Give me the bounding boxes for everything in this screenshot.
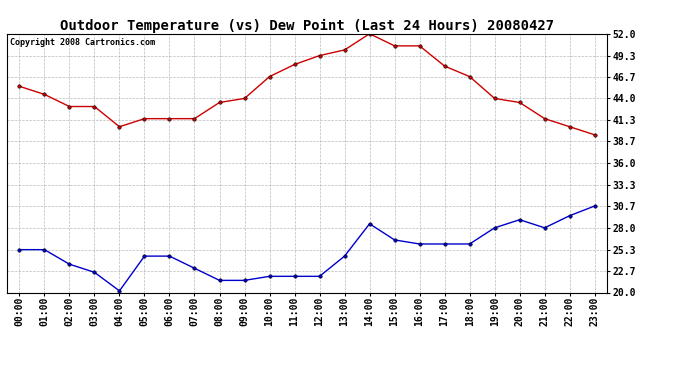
Text: Copyright 2008 Cartronics.com: Copyright 2008 Cartronics.com (10, 38, 155, 46)
Title: Outdoor Temperature (vs) Dew Point (Last 24 Hours) 20080427: Outdoor Temperature (vs) Dew Point (Last… (60, 18, 554, 33)
